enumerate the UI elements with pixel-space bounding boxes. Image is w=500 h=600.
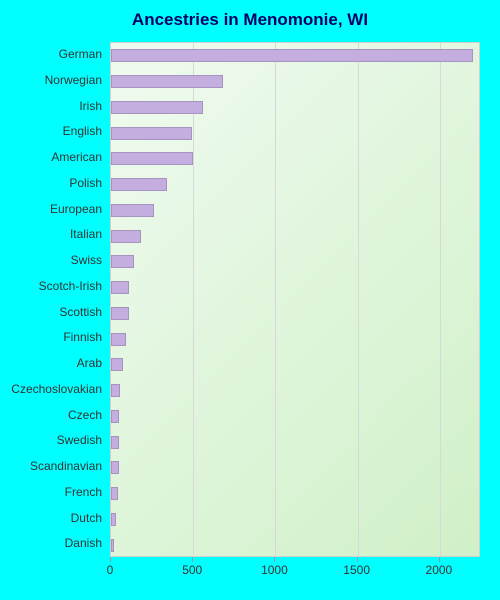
x-axis-label: 2000: [426, 563, 453, 577]
grid-line: [193, 43, 194, 556]
bar: [111, 307, 129, 320]
chart-title: Ancestries in Menomonie, WI: [0, 10, 500, 30]
bar: [111, 384, 120, 397]
y-axis-label: French: [0, 480, 102, 506]
bar: [111, 75, 223, 88]
bar: [111, 230, 141, 243]
y-axis-label: Polish: [0, 171, 102, 197]
x-tick: [439, 557, 440, 562]
bar: [111, 410, 119, 423]
bar: [111, 204, 154, 217]
grid-line: [275, 43, 276, 556]
y-axis-label: Scotch-Irish: [0, 274, 102, 300]
x-axis-label: 1500: [343, 563, 370, 577]
x-axis-label: 1000: [261, 563, 288, 577]
bar: [111, 358, 123, 371]
y-axis-label: German: [0, 42, 102, 68]
bar: [111, 152, 193, 165]
bar: [111, 281, 129, 294]
bar: [111, 539, 114, 552]
y-axis-label: Swedish: [0, 428, 102, 454]
y-axis-label: Italian: [0, 222, 102, 248]
x-axis-label: 500: [182, 563, 202, 577]
y-axis-label: Norwegian: [0, 68, 102, 94]
bar: [111, 255, 134, 268]
x-tick: [110, 557, 111, 562]
y-axis-label: European: [0, 197, 102, 223]
y-axis-label: Danish: [0, 531, 102, 557]
y-axis-label: Scottish: [0, 300, 102, 326]
bar: [111, 461, 119, 474]
bar: [111, 436, 119, 449]
x-tick: [274, 557, 275, 562]
y-axis-label: Scandinavian: [0, 454, 102, 480]
y-axis-label: Irish: [0, 94, 102, 120]
y-axis-label: American: [0, 145, 102, 171]
bar: [111, 101, 203, 114]
y-axis-label: Swiss: [0, 248, 102, 274]
x-axis-label: 0: [107, 563, 114, 577]
x-tick: [357, 557, 358, 562]
grid-line: [358, 43, 359, 556]
y-axis-label: Dutch: [0, 506, 102, 532]
bar: [111, 333, 126, 346]
bar: [111, 49, 473, 62]
bar: [111, 487, 118, 500]
bar: [111, 127, 192, 140]
grid-line: [440, 43, 441, 556]
plot-area: [110, 42, 480, 557]
y-axis-label: Czech: [0, 403, 102, 429]
y-axis-label: Czechoslovakian: [0, 377, 102, 403]
y-axis-label: Finnish: [0, 325, 102, 351]
x-tick: [192, 557, 193, 562]
chart-container: Ancestries in Menomonie, WI City-Data.co…: [0, 0, 500, 600]
bar: [111, 178, 167, 191]
y-axis-label: Arab: [0, 351, 102, 377]
bar: [111, 513, 116, 526]
y-axis-label: English: [0, 119, 102, 145]
